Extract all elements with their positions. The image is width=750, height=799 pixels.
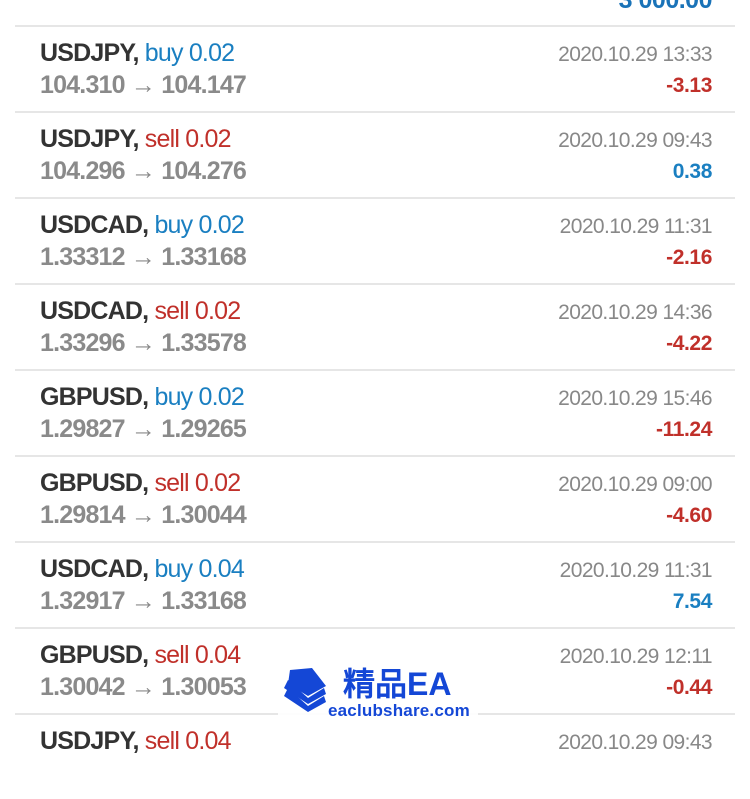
trade-time: 2020.10.29 15:46 (558, 387, 712, 410)
trade-profit: 7.54 (672, 590, 713, 613)
trade-row[interactable]: USDCAD, buy 0.02 1.33312 → 1.33168 2020.… (15, 197, 735, 283)
trade-side-volume: sell 0.04 (154, 641, 241, 669)
trade-profit: -0.44 (666, 676, 712, 699)
trade-symbol: USDCAD (40, 297, 143, 325)
trade-row[interactable]: GBPUSD, sell 0.02 1.29814 → 1.30044 2020… (15, 455, 735, 541)
trade-symbol-line: GBPUSD, sell 0.04 (40, 641, 241, 669)
trade-symbol-line: USDCAD, buy 0.04 (40, 555, 245, 583)
trade-time: 2020.10.29 09:43 (558, 731, 712, 754)
trade-row[interactable]: USDJPY, sell 0.02 104.296 → 104.276 2020… (15, 111, 735, 197)
trade-prices: 104.310 → 104.147 (40, 71, 247, 99)
trade-row[interactable]: USDCAD, buy 0.04 1.32917 → 1.33168 2020.… (15, 541, 735, 627)
trade-side-volume: sell 0.02 (154, 297, 241, 325)
trade-profit: -4.22 (666, 332, 712, 355)
trade-symbol: USDJPY (40, 39, 133, 67)
trade-time: 2020.10.29 09:43 (558, 129, 712, 152)
trade-prices: 1.33312 → 1.33168 (40, 243, 247, 271)
trade-row[interactable]: GBPUSD, buy 0.02 1.29827 → 1.29265 2020.… (15, 369, 735, 455)
trade-row[interactable]: USDJPY, sell 0.04 2020.10.29 09:43 (15, 713, 735, 799)
books-logo-icon (284, 668, 326, 712)
watermark-url: eaclubshare.com (328, 701, 470, 720)
trade-symbol-line: GBPUSD, sell 0.02 (40, 469, 241, 497)
balance-value: 3 000.00 (618, 0, 713, 14)
trade-profit: -2.16 (666, 246, 712, 269)
trade-side-volume: buy 0.02 (154, 383, 244, 411)
trade-history-list: USDJPY, buy 0.02 104.310 → 104.147 2020.… (0, 25, 750, 799)
balance-row: 3 000.00 (0, 0, 750, 25)
trade-time: 2020.10.29 11:31 (559, 559, 713, 582)
watermark-logo: 精品EA eaclubshare.com (278, 655, 478, 725)
trade-side-volume: sell 0.02 (154, 469, 241, 497)
trade-prices: 1.29814 → 1.30044 (40, 501, 247, 529)
trade-row[interactable]: USDCAD, sell 0.02 1.33296 → 1.33578 2020… (15, 283, 735, 369)
trade-symbol: USDJPY (40, 727, 133, 755)
trade-time: 2020.10.29 11:31 (559, 215, 713, 238)
trade-side-volume: sell 0.04 (144, 727, 232, 755)
trade-symbol-line: USDJPY, sell 0.04 (40, 727, 232, 755)
trade-time: 2020.10.29 09:00 (558, 473, 712, 496)
trade-symbol-line: USDCAD, buy 0.02 (40, 211, 245, 239)
trade-side-volume: buy 0.02 (144, 39, 235, 67)
trade-profit: -3.13 (666, 74, 712, 97)
trade-profit: -11.24 (656, 418, 712, 441)
trade-prices: 1.33296 → 1.33578 (40, 329, 247, 357)
trade-symbol-line: GBPUSD, buy 0.02 (40, 383, 245, 411)
trade-row[interactable]: GBPUSD, sell 0.04 1.30042 → 1.30053 2020… (15, 627, 735, 713)
trade-profit: -4.60 (666, 504, 712, 527)
trade-symbol-line: USDCAD, sell 0.02 (40, 297, 241, 325)
trade-profit: 0.38 (672, 160, 713, 183)
trade-symbol: GBPUSD (40, 641, 143, 669)
trade-prices: 1.30042 → 1.30053 (40, 673, 247, 701)
trade-symbol-line: USDJPY, buy 0.02 (40, 39, 235, 67)
trade-prices: 104.296 → 104.276 (40, 157, 247, 185)
trade-symbol: USDCAD (40, 211, 143, 239)
trade-symbol: GBPUSD (40, 383, 143, 411)
trade-side-volume: sell 0.02 (144, 125, 232, 153)
trade-side-volume: buy 0.04 (154, 555, 244, 583)
watermark-title: 精品EA (343, 666, 452, 702)
trade-symbol: USDCAD (40, 555, 143, 583)
trade-symbol: USDJPY (40, 125, 133, 153)
trade-prices: 1.29827 → 1.29265 (40, 415, 247, 443)
trade-time: 2020.10.29 14:36 (558, 301, 712, 324)
trade-prices: 1.32917 → 1.33168 (40, 587, 247, 615)
trade-time: 2020.10.29 13:33 (558, 43, 712, 66)
trade-row[interactable]: USDJPY, buy 0.02 104.310 → 104.147 2020.… (15, 25, 735, 111)
trade-symbol: GBPUSD (40, 469, 143, 497)
trade-time: 2020.10.29 12:11 (559, 645, 713, 668)
trade-side-volume: buy 0.02 (154, 211, 244, 239)
trade-symbol-line: USDJPY, sell 0.02 (40, 125, 232, 153)
